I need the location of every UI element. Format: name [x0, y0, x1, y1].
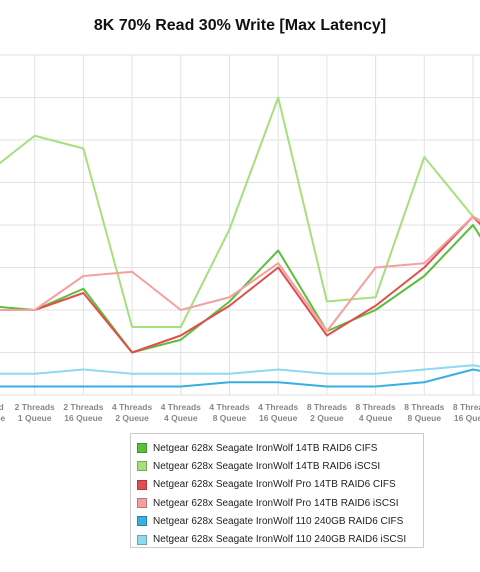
x-tick-label: 4 Threads 8 Queue [209, 402, 249, 423]
series-line-3 [0, 215, 480, 333]
x-tick-label: 4 Threads 16 Queue [258, 402, 298, 423]
legend-item[interactable]: Netgear 628x Seagate IronWolf 110 240GB … [137, 530, 423, 548]
legend-swatch [137, 498, 147, 509]
legend-item[interactable]: Netgear 628x Seagate IronWolf Pro 14TB R… [137, 476, 423, 494]
legend-swatch [137, 443, 147, 454]
legend-label: Netgear 628x Seagate IronWolf Pro 14TB R… [153, 479, 396, 491]
series-line-2 [0, 215, 480, 354]
x-tick-label: 8 Threads 8 Queue [404, 402, 444, 423]
legend: Netgear 628x Seagate IronWolf 14TB RAID6… [130, 433, 424, 548]
legend-swatch [137, 534, 147, 545]
x-tick-label: 8 Threads 2 Queue [307, 402, 347, 423]
series-line-1 [0, 96, 480, 328]
x-tick-label: 1 Thread16 Queue [0, 402, 5, 423]
series-lines [0, 96, 480, 388]
series-line-4 [0, 368, 480, 388]
chart-title: 8K 70% Read 30% Write [Max Latency] [93, 17, 387, 34]
legend-item[interactable]: Netgear 628x Seagate IronWolf Pro 14TB R… [137, 494, 423, 512]
legend-swatch [137, 461, 147, 472]
legend-swatch [137, 479, 147, 490]
series-line-0 [0, 224, 480, 354]
x-tick-label: 8 Threads 4 Queue [356, 402, 396, 423]
legend-label: Netgear 628x Seagate IronWolf 14TB RAID6… [153, 442, 378, 454]
x-tick-label: 4 Threads 4 Queue [161, 402, 201, 423]
x-tick-label: 2 Threads 16 Queue [63, 402, 103, 423]
legend-item[interactable]: Netgear 628x Seagate IronWolf 110 240GB … [137, 512, 423, 530]
legend-item[interactable]: Netgear 628x Seagate IronWolf 14TB RAID6… [137, 439, 423, 457]
legend-label: Netgear 628x Seagate IronWolf 110 240GB … [153, 515, 404, 527]
legend-label: Netgear 628x Seagate IronWolf 110 240GB … [153, 534, 407, 546]
legend-item[interactable]: Netgear 628x Seagate IronWolf 14TB RAID6… [137, 457, 423, 475]
x-tick-label: 2 Threads 1 Queue [15, 402, 55, 423]
legend-swatch [137, 516, 147, 527]
legend-label: Netgear 628x Seagate IronWolf Pro 14TB R… [153, 497, 399, 509]
x-tick-label: 4 Threads 2 Queue [112, 402, 152, 423]
series-line-5 [0, 364, 480, 375]
gridlines [0, 54, 480, 396]
legend-label: Netgear 628x Seagate IronWolf 14TB RAID6… [153, 460, 381, 472]
